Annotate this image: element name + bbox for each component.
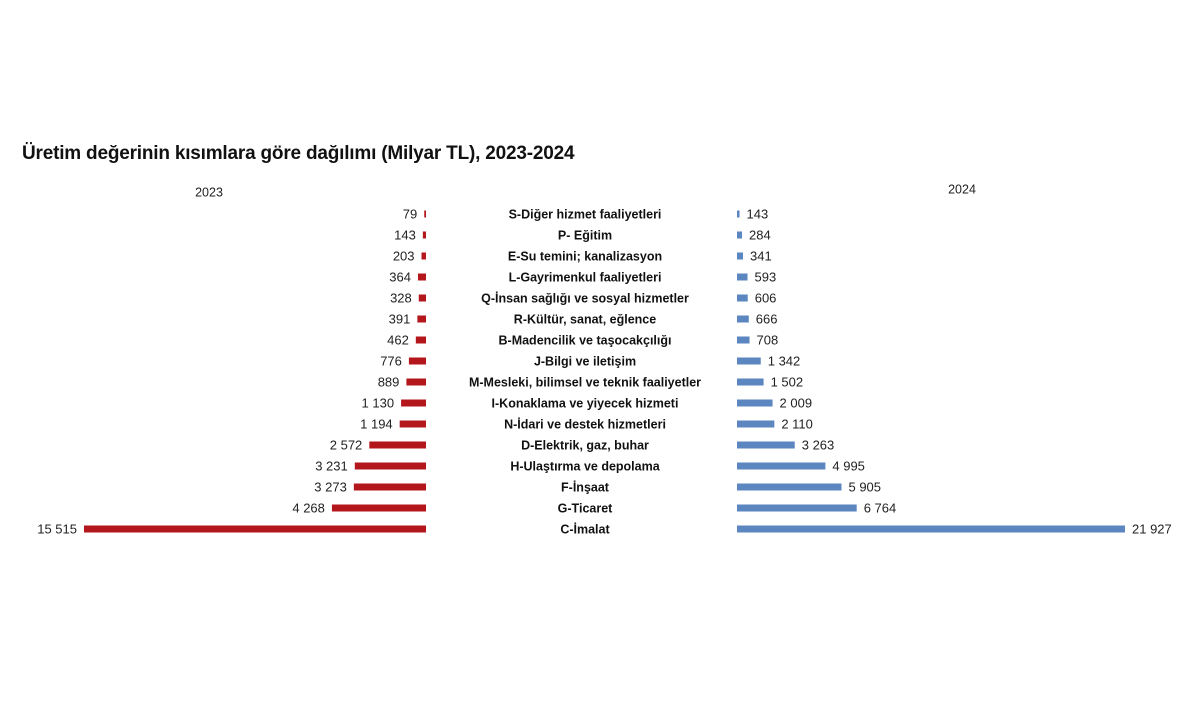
data-label-2024: 143 [747,206,769,221]
category-label: J-Bilgi ve iletişim [534,354,636,368]
data-label-2023: 3 273 [314,479,347,494]
data-label-2024: 3 263 [802,437,835,452]
category-label: L-Gayrimenkul faaliyetleri [509,270,662,284]
bar-2023 [353,483,426,491]
bar-2023 [417,273,426,281]
data-label-2023: 1 130 [362,395,395,410]
category-label: H-Ulaştırma ve depolama [510,459,660,473]
data-label-2023: 3 231 [315,458,348,473]
bar-2023 [421,252,426,260]
data-label-2023: 1 194 [360,416,393,431]
data-label-2024: 284 [749,227,771,242]
data-label-2023: 889 [378,374,400,389]
bar-2024 [737,315,749,323]
data-label-2024: 1 342 [768,353,801,368]
bar-2023 [369,441,426,449]
data-label-2023: 776 [380,353,402,368]
data-label-2024: 1 502 [771,374,804,389]
bar-2024 [737,441,795,449]
bar-2023 [417,315,426,323]
data-label-2023: 328 [390,290,412,305]
data-label-2024: 5 905 [848,479,881,494]
bar-2023 [424,210,426,218]
bar-2024 [737,378,764,386]
bar-2024 [737,483,842,491]
bar-2023 [406,378,426,386]
category-label: F-İnşaat [561,479,610,494]
category-label: Q-İnsan sağlığı ve sosyal hizmetler [481,290,689,305]
data-label-2023: 79 [403,206,417,221]
data-label-2024: 2 110 [781,416,813,431]
bar-2024 [737,525,1125,533]
data-label-2024: 4 995 [832,458,865,473]
bar-2023 [401,399,426,407]
series-label-2023: 2023 [195,185,223,199]
bar-2024 [737,357,761,365]
category-label: D-Elektrik, gaz, buhar [521,438,649,452]
category-label: R-Kültür, sanat, eğlence [514,312,656,326]
data-label-2024: 6 764 [864,500,897,515]
category-label: E-Su temini; kanalizasyon [508,249,662,263]
category-label: G-Ticaret [558,501,613,515]
bar-2024 [737,420,775,428]
data-label-2024: 2 009 [780,395,813,410]
bar-2024 [737,336,750,344]
data-label-2023: 391 [389,311,411,326]
bar-2023 [331,504,426,512]
category-label: N-İdari ve destek hizmetleri [504,416,666,431]
data-label-2024: 341 [750,248,772,263]
data-label-2024: 708 [757,332,779,347]
bar-2024 [737,231,743,239]
category-label: B-Madencilik ve taşocakçılığı [499,333,672,347]
bar-2023 [422,231,426,239]
data-label-2023: 4 268 [292,500,325,515]
data-label-2023: 2 572 [330,437,363,452]
data-label-2024: 666 [756,311,778,326]
data-label-2023: 203 [393,248,415,263]
chart-title: Üretim değerinin kısımlara göre dağılımı… [22,143,575,164]
bar-2024 [737,504,857,512]
category-label: C-İmalat [560,521,610,536]
data-label-2023: 364 [389,269,411,284]
bar-2023 [354,462,426,470]
bar-2023 [408,357,426,365]
data-label-2024: 21 927 [1132,521,1172,536]
bar-2023 [415,336,426,344]
data-label-2024: 593 [754,269,776,284]
data-label-2024: 606 [755,290,777,305]
data-label-2023: 462 [387,332,409,347]
bar-2023 [84,525,426,533]
category-label: M-Mesleki, bilimsel ve teknik faaliyetle… [469,375,701,389]
category-label: P- Eğitim [558,228,612,242]
bar-2024 [737,294,748,302]
bar-2023 [418,294,426,302]
series-label-2024: 2024 [948,182,976,196]
category-label: I-Konaklama ve yiyecek hizmeti [492,396,679,410]
data-label-2023: 143 [394,227,416,242]
bar-2024 [737,210,740,218]
data-label-2023: 15 515 [37,521,77,536]
bar-2024 [737,399,773,407]
bar-2024 [737,252,744,260]
bar-2023 [399,420,426,428]
bar-2024 [737,273,748,281]
category-label: S-Diğer hizmet faaliyetleri [509,207,662,221]
bar-2024 [737,462,826,470]
